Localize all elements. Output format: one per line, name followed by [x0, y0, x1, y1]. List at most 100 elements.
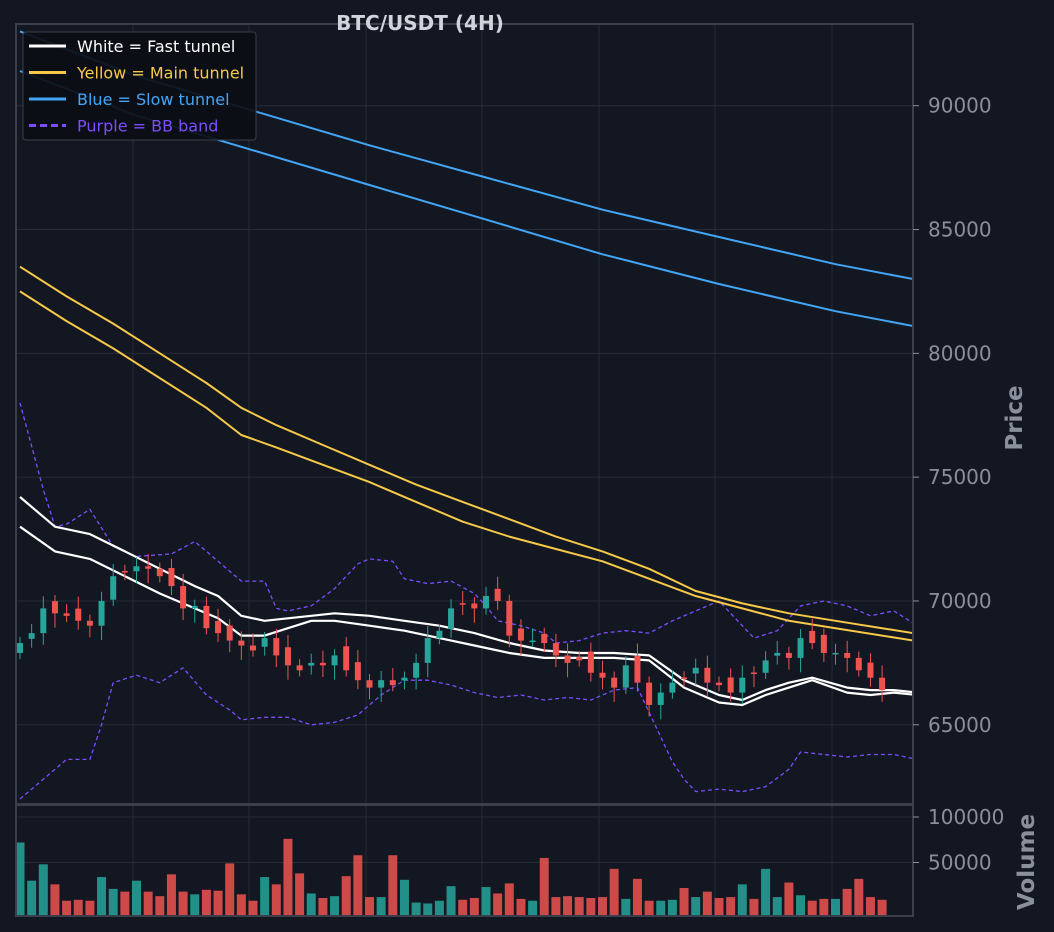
candle-body: [308, 662, 315, 666]
volume-bar: [493, 893, 503, 916]
volume-bar: [236, 894, 246, 916]
fast-tunnel-lower-line: [19, 525, 913, 707]
volume-bar: [166, 874, 176, 916]
candle-body: [564, 655, 571, 663]
candle-body: [459, 603, 466, 605]
candle-body: [215, 621, 222, 634]
candle-body: [319, 662, 326, 666]
volume-tick-label: 100000: [928, 805, 1004, 829]
volume-bar: [831, 898, 840, 916]
volume-bar: [132, 880, 141, 916]
price-tick-label: 70000: [928, 589, 992, 613]
candle-body: [657, 692, 664, 705]
volume-bar: [376, 897, 386, 916]
volume-bar: [190, 894, 200, 916]
candle-body: [587, 651, 594, 673]
candle-body: [750, 672, 757, 675]
volume-bar: [679, 887, 689, 916]
candle-body: [226, 625, 233, 641]
legend-box: [22, 31, 257, 141]
volume-bar: [225, 863, 235, 916]
volume-bar: [248, 900, 258, 916]
legend-entry-label: Purple = BB band: [77, 117, 218, 136]
volume-bars: [16, 838, 887, 916]
candle-body: [448, 608, 455, 629]
candle-body: [681, 677, 688, 679]
candle-body: [529, 640, 536, 643]
candle-body: [669, 682, 676, 693]
volume-bar: [330, 896, 340, 916]
volume-bar: [656, 900, 666, 916]
candle-body: [599, 672, 606, 678]
candle-body: [238, 640, 245, 646]
volume-bar: [819, 898, 829, 916]
volume-bar: [108, 888, 118, 916]
chart-title: BTC/USDT (4H): [336, 11, 504, 35]
candle-body: [506, 600, 513, 636]
volume-bar: [784, 882, 794, 916]
candle-body: [727, 677, 734, 693]
candle-body: [646, 682, 653, 705]
volume-bar: [423, 903, 433, 916]
legend: White = Fast tunnel Yellow = Main tunnel B…: [22, 31, 257, 141]
volume-panel-frame: [15, 804, 914, 917]
price-tick-label: 90000: [928, 94, 992, 118]
candle-body: [762, 660, 769, 673]
candle-body: [121, 570, 128, 573]
candle-body: [296, 665, 303, 671]
volume-bar: [481, 887, 491, 916]
candle-body: [809, 630, 816, 644]
candle-body: [110, 576, 117, 600]
candlesticks: [17, 554, 886, 720]
legend-entry-label: Blue = Slow tunnel: [77, 90, 230, 109]
volume-bar: [411, 902, 421, 916]
volume-bar: [621, 898, 631, 916]
volume-tick-label: 50000: [928, 851, 992, 875]
volume-bar: [120, 891, 130, 916]
candle-body: [284, 647, 291, 666]
volume-bar: [516, 898, 526, 916]
volume-bar: [399, 879, 409, 916]
candle-body: [739, 677, 746, 693]
volume-bar: [353, 855, 363, 916]
candle-body: [86, 620, 93, 626]
candle-body: [180, 586, 187, 609]
volume-bar: [796, 895, 806, 916]
candle-body: [541, 633, 548, 644]
candle-body: [413, 662, 420, 678]
volume-bar: [388, 855, 398, 916]
volume-bar: [854, 878, 864, 916]
candle-body: [75, 608, 82, 621]
volume-bar: [539, 857, 549, 916]
volume-bar: [178, 891, 188, 916]
candle-body: [622, 665, 629, 688]
legend-entry-label: Yellow = Main tunnel: [76, 64, 244, 83]
volume-bar: [50, 884, 60, 916]
price-tick-label: 80000: [928, 341, 992, 365]
candle-body: [436, 630, 443, 639]
candle-body: [483, 596, 489, 609]
candle-body: [797, 638, 804, 658]
volume-bar: [38, 864, 48, 916]
volume-axis-label: Volume: [1014, 814, 1040, 910]
volume-bar: [714, 897, 724, 916]
volume-bar: [85, 900, 95, 916]
volume-bar: [551, 897, 561, 916]
candle-body: [250, 645, 256, 651]
candle-body: [17, 643, 23, 653]
volume-bar: [458, 899, 468, 916]
volume-bar: [341, 876, 351, 916]
candle-body: [98, 600, 105, 626]
main-tunnel-upper-line: [19, 265, 913, 635]
volume-bar: [563, 896, 573, 916]
volume-bar: [318, 897, 328, 916]
candle-body: [704, 667, 711, 683]
candle-body: [785, 652, 792, 658]
candle-body: [168, 568, 175, 587]
price-axis-label: Price: [1002, 385, 1028, 450]
candle-body: [51, 601, 58, 614]
price-tick-label: 65000: [928, 713, 992, 737]
candle-body: [867, 662, 874, 678]
volume-bar: [143, 891, 153, 916]
candle-body: [389, 680, 396, 686]
